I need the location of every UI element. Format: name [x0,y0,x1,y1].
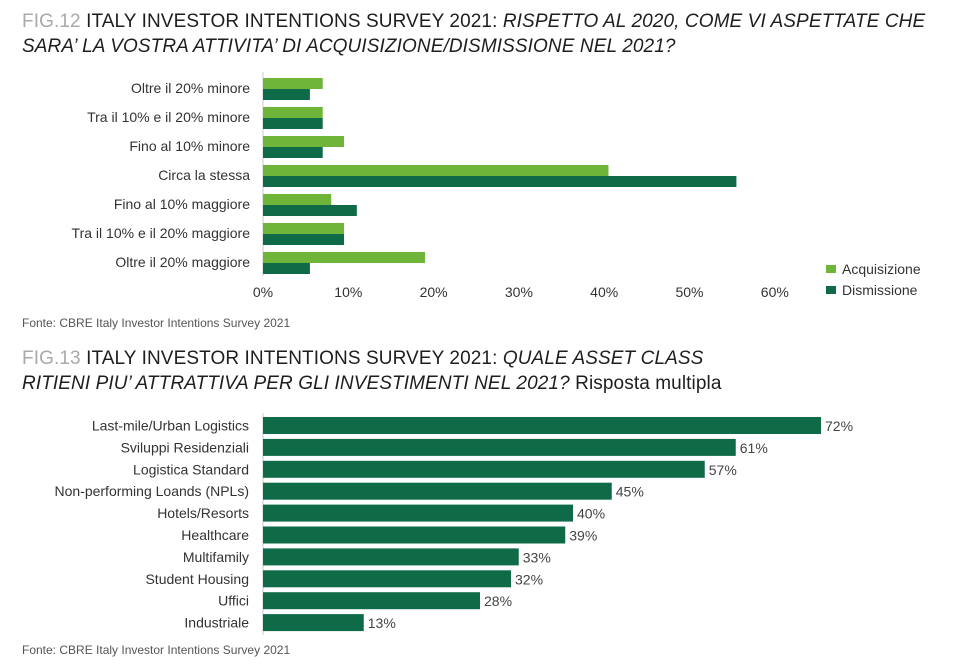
bar-dismissione-fino-al-10-minore [263,147,323,158]
fig12-title: FIG.12 ITALY INVESTOR INTENTIONS SURVEY … [22,9,925,59]
data-label: 40% [577,506,605,522]
category-label: Tra il 10% e il 20% minore [87,109,250,125]
category-label: Multifamily [183,549,249,565]
bar-last-mile-urban-logistics [263,417,821,434]
data-label: 39% [569,528,597,544]
legend-label-acquisizione: Acquisizione [842,260,921,277]
category-label: Non-performing Loands (NPLs) [54,483,249,499]
data-label: 45% [616,484,644,500]
data-label: 61% [740,440,768,456]
category-label: Logistica Standard [133,461,249,477]
fig12-question-line1: RISPETTO AL 2020, COME VI ASPETTATE CHE [502,11,926,32]
category-label: Fino al 10% maggiore [114,196,250,212]
x-tick-label: 10% [334,284,362,300]
category-label: Industriale [184,615,249,631]
bar-acquisizione-tra-il-10-e-il-20-maggiore [263,223,345,234]
bar-acquisizione-fino-al-10-maggiore [263,194,332,205]
fig12-legend: Acquisizione Dismissione [826,258,921,300]
category-label: Uffici [218,593,249,609]
bar-logistica-standard [263,460,705,478]
category-label: Oltre il 20% maggiore [115,254,250,270]
fig12-chart: Oltre il 20% minore Tra il 10% e il 20% m… [72,72,789,300]
bar-acquisizione-circa-la-stessa [263,165,609,176]
fig12-number: FIG.12 [22,11,81,32]
legend-item-dismissione: Dismissione [826,279,921,300]
bar-healthcare [263,526,566,544]
x-tick-label: 60% [761,284,789,300]
data-label: 57% [709,462,737,478]
fig13-source: Fonte: CBRE Italy Investor Intentions Su… [22,643,291,657]
bar-dismissione-tra-il-10-e-il-20-minore [263,118,323,129]
bar-hotels-resorts [263,504,573,522]
bar-dismissione-circa-la-stessa [263,176,737,187]
fig13-question-line1: QUALE ASSET CLASS [502,348,704,369]
fig12-heading: ITALY INVESTOR INTENTIONS SURVEY 2021: [86,11,498,32]
data-label: 32% [515,571,543,587]
bar-student-housing [263,570,511,588]
data-label: 13% [368,615,396,631]
bar-sviluppi-residenziali [263,438,736,456]
bar-non-performing-loands-npls [263,482,612,500]
category-label: Last-mile/Urban Logistics [92,418,249,434]
x-tick-label: 30% [505,284,533,300]
category-label: Sviluppi Residenziali [121,439,249,455]
fig13-chart: Last-mile/Urban Logistics 72% Sviluppi Res… [54,413,853,635]
category-label: Oltre il 20% minore [131,80,250,96]
legend-label-dismissione: Dismissione [842,281,918,298]
bar-dismissione-oltre-il-20-minore [263,89,310,100]
bar-acquisizione-tra-il-10-e-il-20-minore [263,107,323,118]
data-label: 72% [825,418,853,434]
x-tick-label: 0% [253,284,273,300]
bar-multifamily [263,548,519,566]
fig12-question-line2: SARA’ LA VOSTRA ATTIVITA’ DI ACQUISIZION… [22,36,676,57]
bar-acquisizione-oltre-il-20-maggiore [263,252,426,263]
fig13-title: FIG.13 ITALY INVESTOR INTENTIONS SURVEY … [22,346,722,396]
bar-dismissione-tra-il-10-e-il-20-maggiore [263,234,345,245]
data-label: 28% [484,593,512,609]
category-label: Circa la stessa [158,167,250,183]
data-label: 33% [523,549,551,565]
legend-swatch-dismissione [826,285,836,294]
bar-industriale [263,614,364,632]
bar-acquisizione-fino-al-10-minore [263,136,345,147]
fig13-question-line2: RITIENI PIU’ ATTRATTIVA PER GLI INVESTIM… [22,373,570,394]
fig13-number: FIG.13 [22,348,81,369]
category-label: Healthcare [181,527,249,543]
category-label: Student Housing [145,571,249,587]
x-tick-label: 40% [590,284,618,300]
category-label: Fino al 10% minore [129,138,250,154]
fig12-source: Fonte: CBRE Italy Investor Intentions Su… [22,316,291,330]
fig13-question-suffix: Risposta multipla [575,373,722,394]
bar-acquisizione-oltre-il-20-minore [263,78,323,89]
x-tick-label: 50% [675,284,703,300]
x-tick-label: 20% [420,284,448,300]
legend-swatch-acquisizione [826,264,836,273]
bar-uffici [263,592,480,610]
legend-item-acquisizione: Acquisizione [826,258,921,279]
bar-dismissione-oltre-il-20-maggiore [263,263,310,274]
fig13-heading: ITALY INVESTOR INTENTIONS SURVEY 2021: [86,348,498,369]
category-label: Tra il 10% e il 20% maggiore [72,225,251,241]
category-label: Hotels/Resorts [157,505,249,521]
bar-dismissione-fino-al-10-maggiore [263,205,357,216]
